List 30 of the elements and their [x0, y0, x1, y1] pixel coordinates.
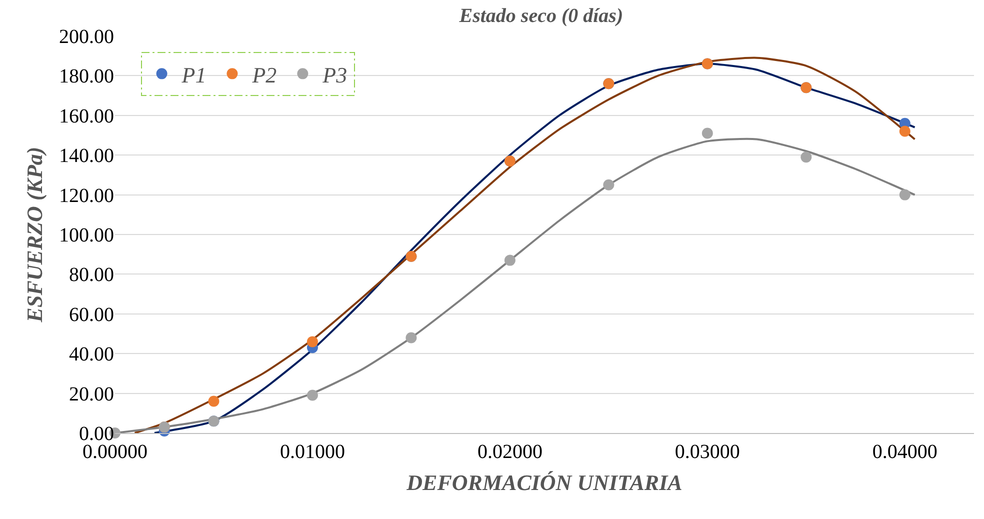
point — [306, 336, 318, 348]
x-tick-label: 0.03000 — [674, 441, 740, 463]
point — [603, 179, 614, 190]
legend-label: P2 — [251, 62, 277, 88]
y-tick-label: 180.00 — [59, 66, 114, 88]
x-axis-title: DEFORMACIÓN UNITARIA — [406, 470, 682, 495]
y-tick-label: 80.00 — [69, 264, 114, 286]
y-tick-label: 100.00 — [59, 224, 114, 246]
point — [504, 254, 516, 266]
y-axis-title: ESFUERZO (KPa) — [22, 146, 47, 324]
point — [899, 126, 910, 137]
y-tick-label: 20.00 — [69, 383, 114, 406]
point — [406, 332, 417, 344]
x-tick-label: 0.04000 — [872, 441, 938, 463]
y-tick-label: 200.00 — [59, 26, 114, 48]
y-tick-label: 120.00 — [59, 184, 114, 207]
chart-title: Estado seco (0 días) — [458, 4, 624, 27]
x-tick-label: 0.02000 — [477, 441, 542, 463]
y-tick-label: 60.00 — [69, 304, 114, 326]
legend-label: P1 — [180, 62, 206, 88]
y-tick-label: 160.00 — [59, 105, 114, 128]
point — [899, 189, 910, 200]
point — [208, 396, 220, 407]
x-tick-label: 0.01000 — [280, 441, 345, 463]
y-tick-label: 40.00 — [69, 344, 114, 366]
y-tick-label: 140.00 — [59, 145, 114, 168]
point — [306, 390, 318, 401]
point — [702, 128, 713, 139]
point — [800, 152, 812, 163]
legend-label: P3 — [322, 62, 348, 88]
